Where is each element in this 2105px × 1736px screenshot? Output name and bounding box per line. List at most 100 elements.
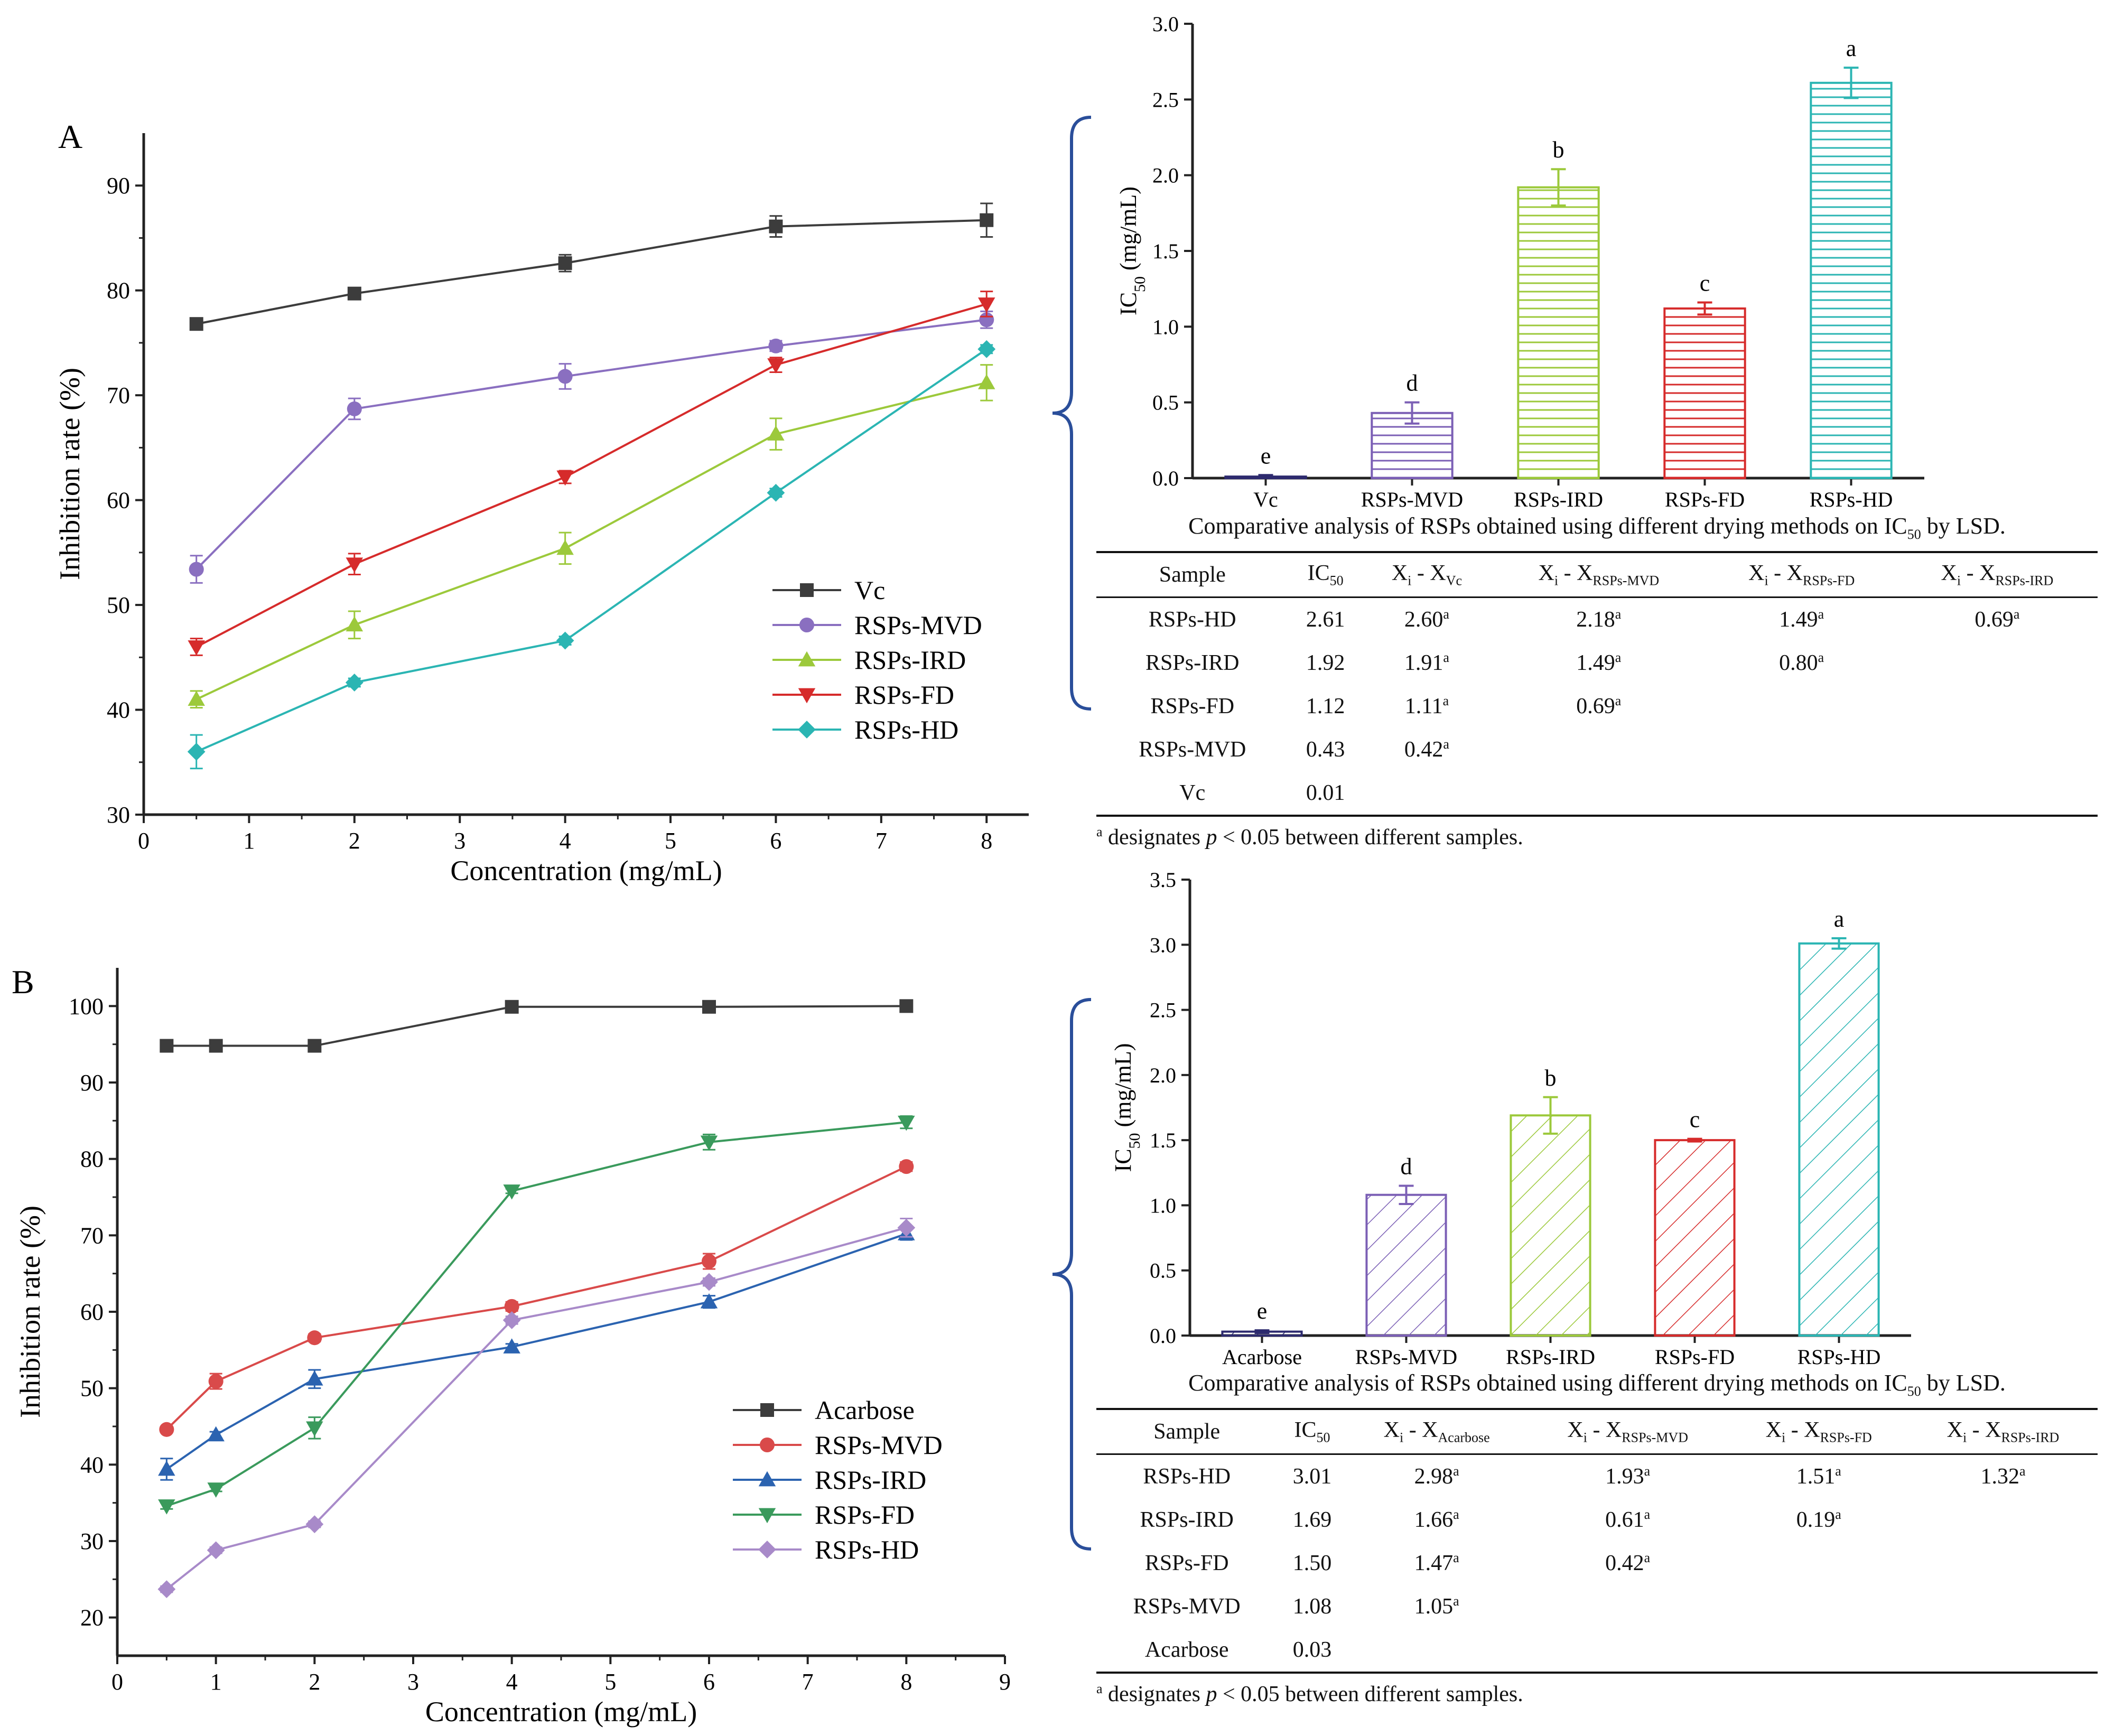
- chart-b-series-rsps-mvd-line: [165, 1165, 907, 1431]
- chart-a-legend-marker: [800, 583, 814, 597]
- chart-a-series-rsps-hd-point: [187, 743, 206, 761]
- table-b-header: Xi - XRSPs-FD: [1765, 1418, 1872, 1445]
- chart-b-series-rsps-mvd-point: [307, 1330, 322, 1346]
- table-b-cell: 1.32a: [1980, 1463, 2026, 1489]
- bar-a-bar-rsps-fd-significance-letter: c: [1700, 270, 1710, 296]
- chart-a-x-tick-label: 8: [981, 828, 992, 854]
- table-a-caption: Comparative analysis of RSPs obtained us…: [1188, 513, 2006, 542]
- bar-b-bar-rsps-mvd-significance-letter: d: [1401, 1153, 1412, 1179]
- chart-a-legend-marker: [798, 688, 816, 704]
- table-b-cell: Acarbose: [1144, 1637, 1229, 1662]
- chart-a-series-rsps-hd-point: [556, 631, 574, 650]
- table-a-cell: [1897, 685, 2098, 728]
- table-a-cell: [1491, 728, 1707, 771]
- table-b-cell: [1729, 1628, 1908, 1673]
- table-a-cell: [1707, 728, 1897, 771]
- chart-b-y-tick-label: 60: [80, 1299, 104, 1325]
- bar-b-y-tick-label: 0.0: [1150, 1324, 1176, 1348]
- chart-b-y-tick-label: 70: [80, 1222, 104, 1248]
- chart-b-x-tick-label: 1: [210, 1669, 222, 1695]
- table-a-cell: [1897, 771, 2098, 816]
- chart-b-series-acarbose-point: [209, 1039, 223, 1053]
- table-b-cell: RSPs-HD: [1143, 1464, 1231, 1489]
- chart-a-y-tick-label: 70: [107, 382, 130, 408]
- chart-a-line-inhibition: 0 1 2 3 4 5 6 7 8 30 40 50 60 70 80 90 Concentration (mg…: [54, 133, 1029, 886]
- bar-b-y-tick-label: 2.5: [1150, 998, 1176, 1022]
- chart-a-series-rsps-fd-point: [977, 297, 995, 313]
- bar-b-y-tick-label: 3.5: [1150, 868, 1176, 892]
- chart-b-series-rsps-fd-point: [207, 1482, 225, 1498]
- chart-a-series-vc-point: [558, 256, 572, 270]
- table-a-cell: 0.43: [1306, 737, 1345, 762]
- chart-b-series-rsps-ird-point: [306, 1370, 323, 1386]
- table-a-header: Xi - XRSPs-MVD: [1538, 561, 1660, 589]
- bar-b-x-tick-label: RSPs-IRD: [1506, 1345, 1595, 1369]
- chart-b-series-acarbose-point: [160, 1039, 174, 1053]
- chart-b-series-rsps-hd-point: [157, 1580, 176, 1599]
- table-b-cell: RSPs-FD: [1144, 1551, 1229, 1575]
- bar-b-bar-rsps-fd-significance-letter: c: [1690, 1107, 1700, 1133]
- table-a-row: Vc 0.01: [1096, 771, 2098, 816]
- table-a-cell: 0.42a: [1404, 736, 1449, 762]
- bar-a-bar-rsps-hd-significance-letter: a: [1846, 35, 1857, 61]
- panel-label-b: B: [12, 963, 34, 1001]
- brace-b: [1052, 998, 1092, 1551]
- bar-b-y-tick-label: 1.5: [1150, 1128, 1176, 1152]
- table-a-cell: [1897, 641, 2098, 685]
- table-a-cell: Vc: [1179, 780, 1206, 805]
- table-a-cell: 1.92: [1306, 650, 1345, 675]
- chart-b-x-tick-label: 2: [309, 1669, 320, 1695]
- table-b-row: RSPs-FD 1.50 1.47a 0.42a: [1096, 1542, 2098, 1585]
- table-b-cell: 1.51a: [1796, 1463, 1841, 1489]
- bar-a-x-tick-label: RSPs-MVD: [1361, 488, 1463, 511]
- table-a: Comparative analysis of RSPs obtained us…: [1096, 512, 2098, 850]
- table-a-cell: 1.91a: [1404, 650, 1449, 676]
- table-b-cell: 0.61a: [1605, 1507, 1651, 1533]
- chart-a-x-tick-label: 3: [454, 828, 465, 854]
- chart-a-y-tick-label: 60: [107, 488, 130, 514]
- table-b-cell: [1347, 1628, 1526, 1673]
- bar-b-x-tick-label: Acarbose: [1222, 1345, 1302, 1369]
- chart-b-series-rsps-hd-point: [207, 1541, 225, 1560]
- brace-a: [1052, 116, 1092, 711]
- table-b-cell: 0.03: [1292, 1637, 1332, 1662]
- chart-b-series-rsps-ird-point: [700, 1293, 718, 1309]
- chart-a-series-rsps-fd-point: [346, 557, 364, 573]
- table-b-row: RSPs-MVD 1.08 1.05a: [1096, 1585, 2098, 1628]
- table-a-cell: RSPs-IRD: [1145, 650, 1240, 675]
- chart-a-y-tick-label: 80: [107, 278, 130, 304]
- chart-b-legend-label: RSPs-MVD: [815, 1430, 943, 1460]
- chart-a-bar-ic50: 0.0 0.5 1.0 1.5 2.0 2.5 3.0 IC50 (mg/mL) e Vc d RSP…: [1115, 12, 1924, 511]
- chart-b-legend-label: RSPs-HD: [815, 1535, 919, 1564]
- chart-a-x-tick-label: 2: [349, 828, 360, 854]
- table-b-cell: 0.19a: [1796, 1507, 1841, 1533]
- chart-b-y-tick-label: 20: [80, 1605, 104, 1631]
- chart-b-legend-label: RSPs-FD: [815, 1500, 915, 1529]
- table-a-note: a designates p < 0.05 between different …: [1096, 824, 1523, 850]
- chart-b-x-tick-label: 5: [604, 1669, 616, 1695]
- table-b-cell: 1.47a: [1414, 1550, 1459, 1576]
- chart-b-x-tick-label: 9: [999, 1669, 1011, 1695]
- chart-a-legend-label: RSPs-HD: [854, 715, 958, 744]
- table-a-cell: RSPs-MVD: [1139, 737, 1246, 762]
- table-b-cell: [1526, 1585, 1729, 1628]
- table-b-cell: 3.01: [1292, 1464, 1332, 1489]
- table-a-cell: 1.49a: [1779, 606, 1824, 632]
- chart-b-legend-marker: [758, 1541, 776, 1558]
- chart-a-series-vc-line: [196, 219, 987, 325]
- chart-a-series-rsps-ird-point: [346, 616, 364, 632]
- chart-b-series-acarbose-point: [702, 1000, 716, 1014]
- bar-a-bar-rsps-mvd-significance-letter: d: [1407, 370, 1418, 396]
- bar-b-bar-rsps-hd: [1798, 942, 1880, 1337]
- chart-a-x-tick-label: 7: [875, 828, 887, 854]
- chart-b-series-rsps-fd-point: [700, 1135, 718, 1151]
- chart-a-legend-label: Vc: [854, 575, 885, 605]
- bar-b-y-tick-label: 0.5: [1150, 1259, 1176, 1283]
- table-a-header: Xi - XRSPs-FD: [1748, 561, 1855, 589]
- bar-a-bar-rsps-fd: [1663, 307, 1746, 480]
- chart-b-series-rsps-fd-point: [503, 1184, 520, 1200]
- chart-a-series-vc-point: [980, 213, 994, 227]
- chart-a-series-rsps-ird-point: [556, 539, 574, 555]
- table-b-cell: [1526, 1628, 1729, 1673]
- table-b-row: RSPs-IRD 1.69 1.66a 0.61a 0.19a: [1096, 1498, 2098, 1542]
